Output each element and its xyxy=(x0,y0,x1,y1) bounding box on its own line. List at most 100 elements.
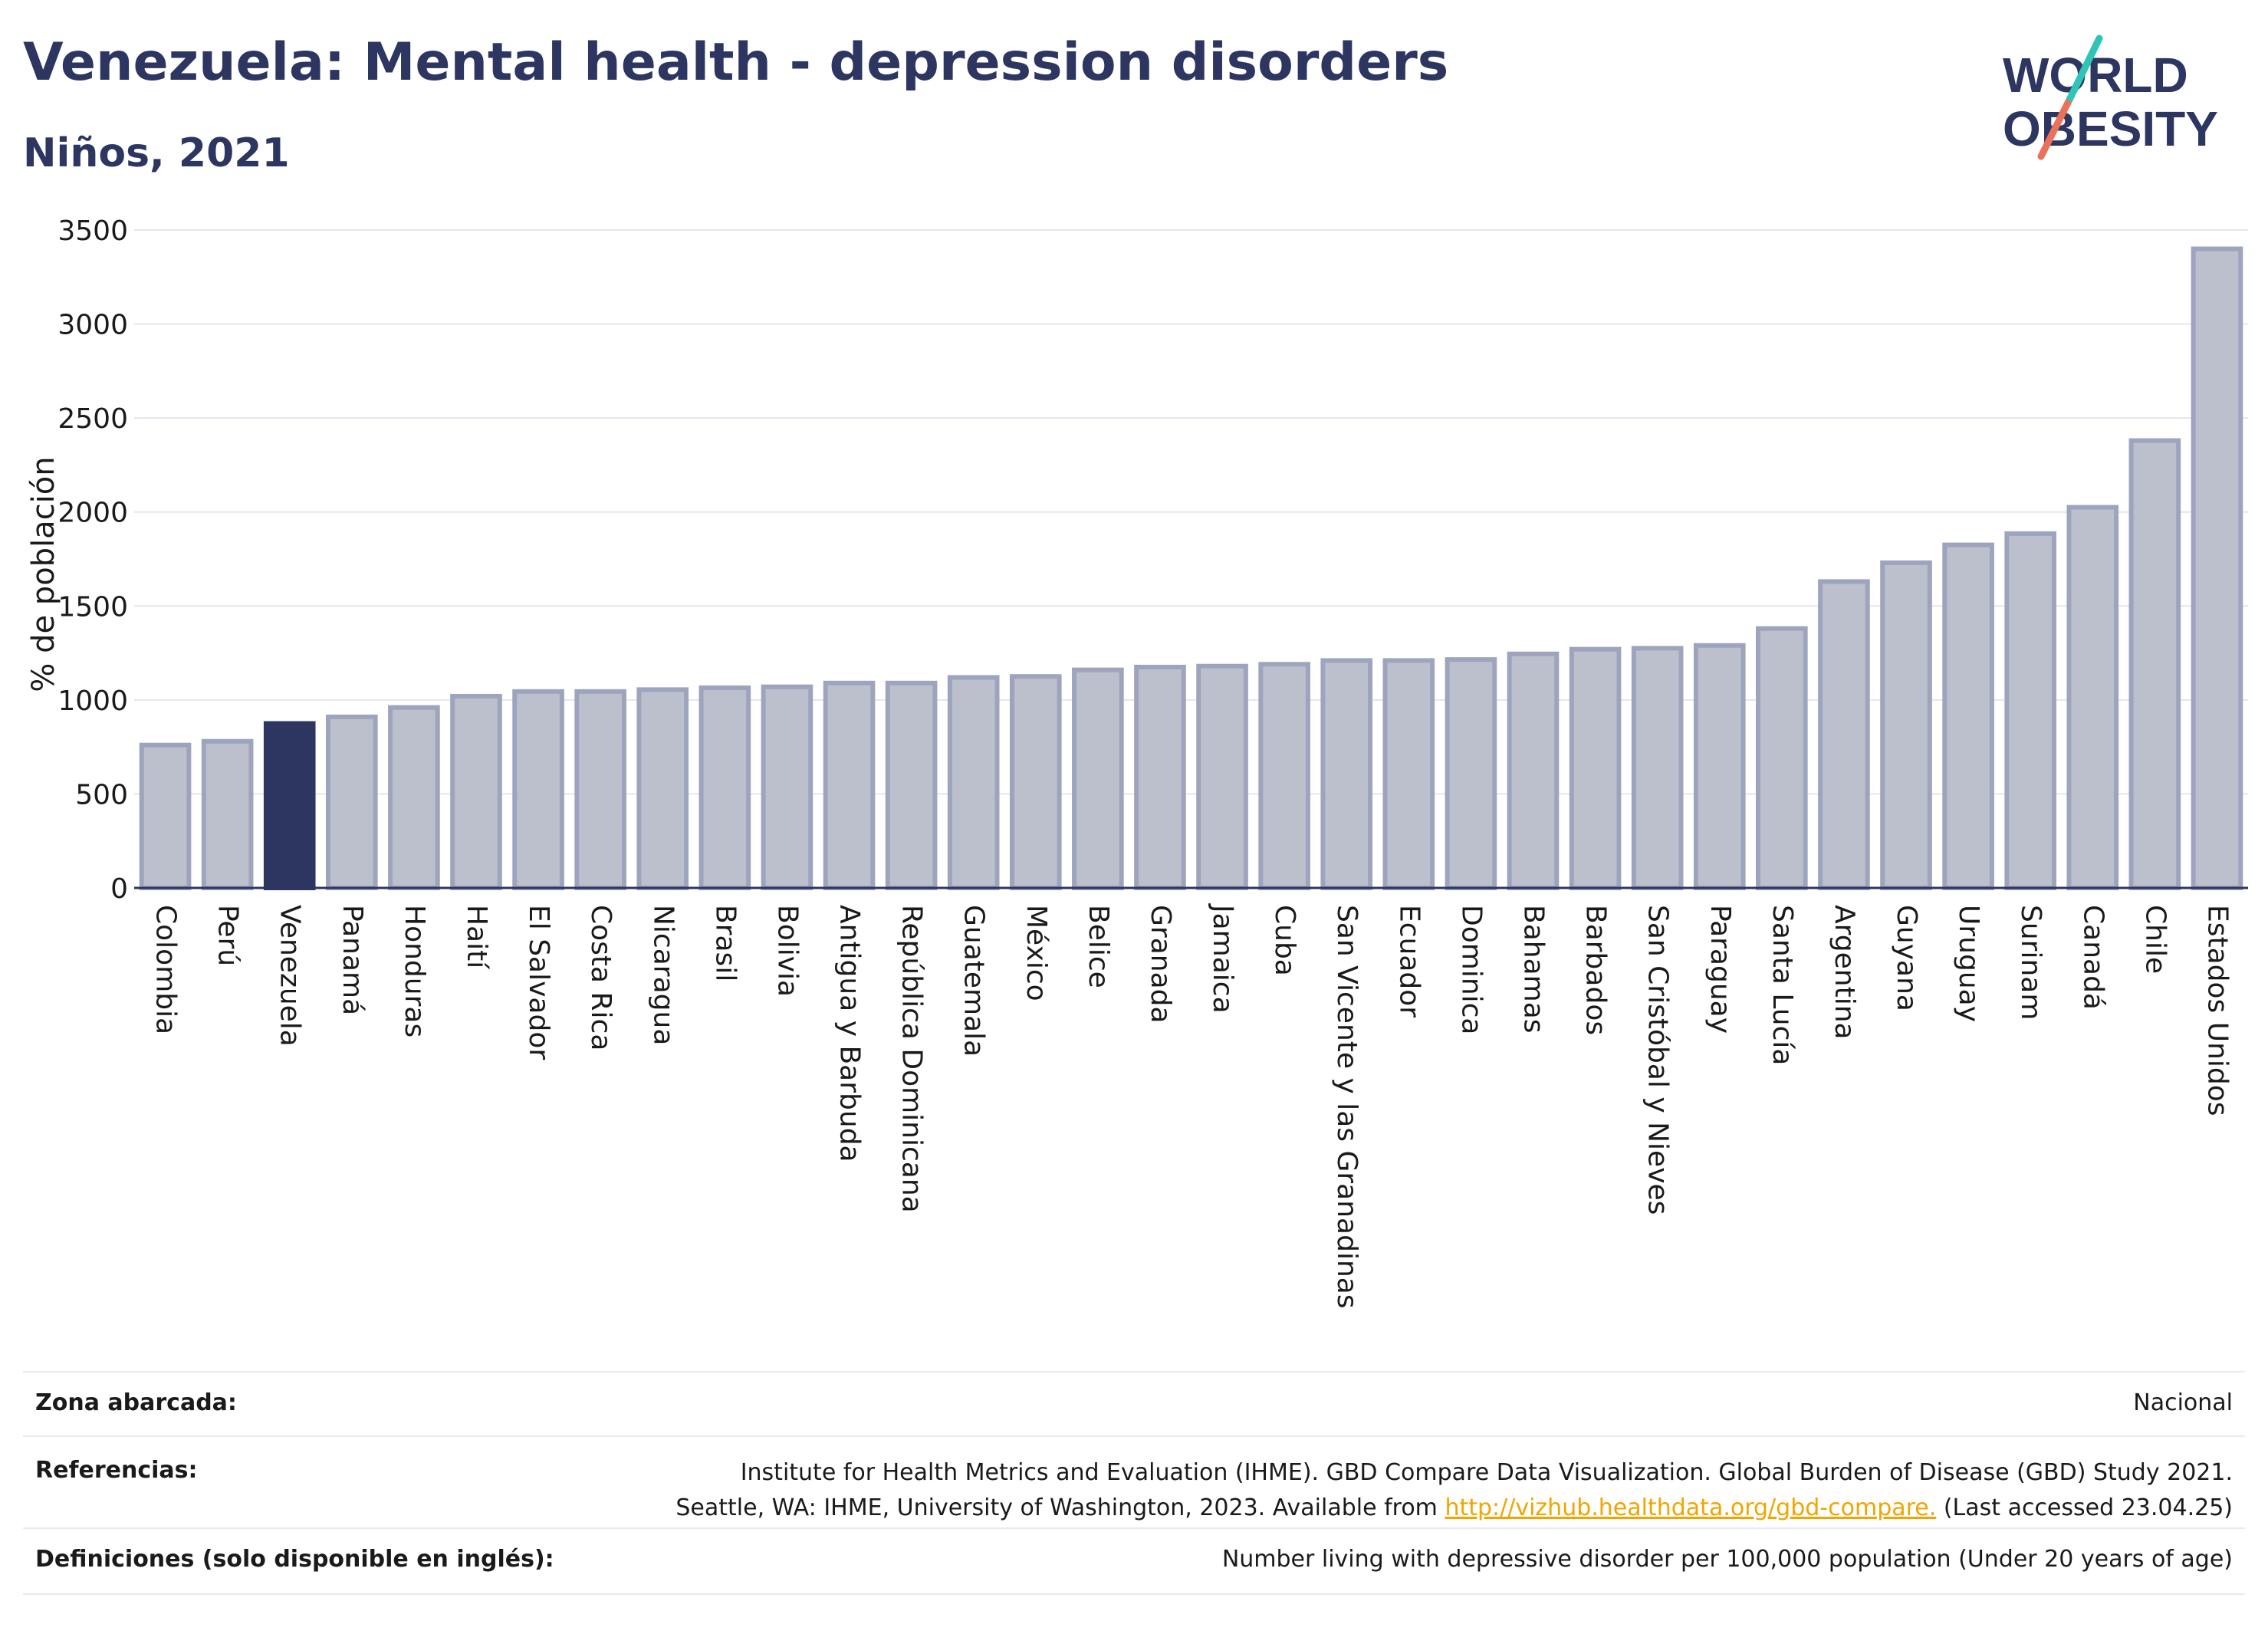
bar xyxy=(1134,664,1186,890)
x-tick-label: El Salvador xyxy=(523,905,554,1060)
bar xyxy=(636,687,689,890)
x-tick-label: Guatemala xyxy=(958,905,990,1057)
coverage-value: Nacional xyxy=(2133,1389,2233,1416)
x-tick-label: Dominica xyxy=(1455,905,1487,1035)
bar xyxy=(325,714,378,890)
bar xyxy=(1382,658,1435,890)
x-tick-label: Brasil xyxy=(709,905,741,981)
chart-subtitle: Niños, 2021 xyxy=(23,130,290,176)
bar xyxy=(1072,667,1124,890)
bar xyxy=(450,693,502,890)
x-tick-label: Antigua y Barbuda xyxy=(834,905,866,1162)
x-tick-label: República Dominicana xyxy=(896,905,928,1213)
x-tick-label: Ecuador xyxy=(1393,905,1425,1018)
bar xyxy=(1009,674,1062,890)
bar xyxy=(1196,663,1248,891)
y-tick-label: 2000 xyxy=(58,498,128,529)
info-table: Zona abarcada: Nacional Referencias: Ins… xyxy=(23,1371,2245,1595)
references-line-2: Seattle, WA: IHME, University of Washing… xyxy=(675,1494,1445,1521)
definitions-value: Number living with depressive disorder p… xyxy=(1221,1546,2233,1573)
x-tick-label: Estados Unidos xyxy=(2201,905,2233,1116)
y-axis-label: % de población xyxy=(26,456,61,692)
bar-highlight xyxy=(263,721,316,890)
references-value: Institute for Health Metrics and Evaluat… xyxy=(675,1455,2233,1526)
info-row-references: Referencias: Institute for Health Metric… xyxy=(23,1435,2245,1527)
logo-slash-teal xyxy=(2066,35,2103,102)
references-line-1: Institute for Health Metrics and Evaluat… xyxy=(740,1459,2233,1486)
bar xyxy=(698,685,751,890)
references-link[interactable]: http://vizhub.healthdata.org/gbd-compare… xyxy=(1445,1494,1937,1521)
bar xyxy=(574,689,626,891)
x-tick-label: San Cristóbal y Nieves xyxy=(1642,905,1674,1215)
definitions-label: Definiciones (solo disponible en inglés)… xyxy=(35,1546,554,1573)
x-tick-label: Barbados xyxy=(1580,905,1612,1035)
y-tick-label: 2500 xyxy=(58,403,128,435)
x-tick-label: Uruguay xyxy=(1953,905,1984,1022)
bar-chart: 0 500 1000 1500 2000 2500 3000 3500 % de poblaci… xyxy=(26,215,2248,1309)
bar xyxy=(2066,505,2119,890)
coverage-label: Zona abarcada: xyxy=(35,1389,237,1416)
bar xyxy=(1756,626,1808,891)
y-tick-label: 0 xyxy=(110,873,128,905)
x-tick-label: Haití xyxy=(461,905,492,969)
logo-line-2: OBESITY xyxy=(2003,101,2218,156)
x-tick-label: Bahamas xyxy=(1517,905,1549,1034)
bar xyxy=(1258,662,1310,891)
info-row-definitions: Definiciones (solo disponible en inglés)… xyxy=(23,1527,2245,1595)
x-tick-label: Jamaica xyxy=(1207,903,1238,1014)
bar xyxy=(1818,579,1870,890)
x-tick-label: Canadá xyxy=(2077,905,2109,1010)
bar xyxy=(1693,643,1746,890)
bar xyxy=(1507,651,1560,890)
chart-title: Venezuela: Mental health - depression di… xyxy=(23,32,1449,93)
bar xyxy=(1942,542,1994,890)
world-obesity-logo: WORLD OBESITY xyxy=(1994,31,2254,169)
bar xyxy=(201,738,254,890)
y-tick-label: 1000 xyxy=(58,685,128,717)
bar xyxy=(139,742,192,890)
x-tick-label: Perú xyxy=(212,905,244,966)
x-tick-label: México xyxy=(1021,905,1052,1001)
x-tick-label: Surinam xyxy=(2015,905,2046,1020)
bar xyxy=(1320,658,1373,890)
bar xyxy=(1880,560,1932,890)
y-tick-label: 3500 xyxy=(58,215,128,247)
bar xyxy=(388,705,440,890)
bar xyxy=(823,680,876,891)
logo-line-1: WORLD xyxy=(2003,48,2188,103)
bar xyxy=(947,675,1000,890)
x-tick-label: Chile xyxy=(2139,905,2171,974)
x-tick-label: Costa Rica xyxy=(585,905,616,1050)
bar xyxy=(512,689,564,891)
references-label: Referencias: xyxy=(35,1457,198,1484)
y-tick-label: 3000 xyxy=(58,310,128,341)
y-tick-label: 1500 xyxy=(58,591,128,623)
x-tick-label: Cuba xyxy=(1269,905,1300,976)
bar xyxy=(761,684,814,890)
references-accessed: (Last accessed 23.04.25) xyxy=(1936,1494,2233,1521)
y-tick-label: 500 xyxy=(75,779,128,810)
x-tick-label: Paraguay xyxy=(1704,905,1736,1034)
x-tick-label: Argentina xyxy=(1829,905,1860,1040)
x-tick-label: San Vicente y las Granadinas xyxy=(1331,905,1362,1309)
x-tick-label: Nicaragua xyxy=(647,905,679,1045)
bar xyxy=(2004,531,2057,890)
x-tick-label: Santa Lucía xyxy=(1767,905,1798,1065)
x-tick-label: Honduras xyxy=(399,905,430,1037)
x-tick-label: Venezuela xyxy=(274,905,306,1047)
bar xyxy=(1445,657,1497,890)
bar xyxy=(885,680,938,891)
x-tick-label: Panamá xyxy=(337,905,368,1015)
x-tick-label: Bolivia xyxy=(771,905,803,997)
x-tick-label: Belice xyxy=(1083,905,1114,988)
world-obesity-logo-graphic: WORLD OBESITY xyxy=(2003,35,2218,160)
x-tick-label: Colombia xyxy=(150,905,182,1034)
x-tick-label: Guyana xyxy=(1891,905,1922,1011)
logo-slash-coral xyxy=(2037,94,2074,160)
bar xyxy=(1631,646,1684,890)
bar xyxy=(2128,438,2181,890)
x-tick-label: Granada xyxy=(1145,905,1176,1024)
bar xyxy=(1569,646,1622,890)
bar xyxy=(2191,246,2243,890)
info-row-coverage: Zona abarcada: Nacional xyxy=(23,1371,2245,1435)
